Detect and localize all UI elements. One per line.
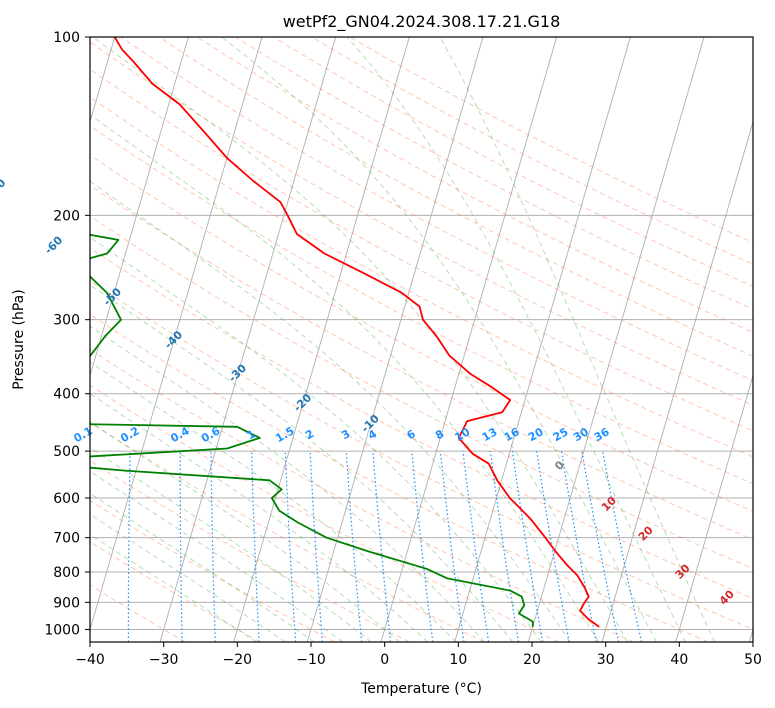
mixing-ratio-lines <box>127 450 643 642</box>
mixing-ratio-line <box>439 451 465 642</box>
dewpoint-profile-line <box>90 233 534 627</box>
mixing-ratio-line <box>581 450 620 642</box>
mixing-ratio-line <box>560 451 597 642</box>
moist-adiabat-line <box>90 284 514 642</box>
moist-adiabat-line <box>90 114 600 642</box>
x-tick-label: 30 <box>597 652 615 668</box>
x-tick-label: 0 <box>380 652 389 668</box>
isotherm-line <box>675 374 753 642</box>
dry-adiabat-line <box>90 184 753 541</box>
dry-adiabat-line <box>90 384 559 642</box>
moist-adiabat-line <box>90 325 485 642</box>
y-axis-title: Pressure (hPa) <box>11 289 27 389</box>
mixing-ratio-line <box>489 451 520 642</box>
y-tick-label: 400 <box>53 387 80 403</box>
moist-adiabat-line <box>439 37 716 642</box>
moist-adiabats <box>90 37 716 642</box>
x-axis: −40 −30 −20 −10 0 10 20 30 40 50 <box>75 642 762 668</box>
moist-adiabat-line <box>92 37 628 642</box>
mixing-ratio-line <box>462 451 490 642</box>
dry-adiabat-line <box>90 215 753 570</box>
isotherm-line <box>90 37 263 632</box>
moist-adiabat-line <box>90 447 372 642</box>
y-axis: 100 200 300 400 500 600 700 800 900 1000 <box>44 30 90 638</box>
plot-area <box>90 37 753 642</box>
y-tick-label: 500 <box>53 444 80 460</box>
y-tick-label: 200 <box>53 208 80 224</box>
dry-adiabat-line <box>90 41 753 406</box>
x-tick-label: −20 <box>223 652 253 668</box>
plot-frame <box>89 36 754 643</box>
moist-adiabat-line <box>346 37 686 642</box>
isotherm-line <box>601 120 753 642</box>
chart-title: wetPf2_GN04.2024.308.17.21.G18 <box>283 12 561 32</box>
dry-adiabat-line <box>90 247 753 600</box>
x-tick-label: −10 <box>296 652 326 668</box>
y-tick-label: 900 <box>53 595 80 611</box>
isotherm-line <box>90 37 189 378</box>
dry-adiabat-line <box>235 37 753 310</box>
dry-adiabat-line <box>349 37 753 244</box>
x-tick-label: −40 <box>75 652 105 668</box>
x-tick-label: 20 <box>523 652 541 668</box>
moist-adiabat-line <box>90 236 542 642</box>
moist-adiabat-line <box>90 392 429 642</box>
moist-adiabat-line <box>90 513 286 642</box>
y-tick-label: 700 <box>53 531 80 547</box>
isotherm-line <box>159 37 337 642</box>
dry-adiabat-line <box>158 37 753 357</box>
isotherm-line <box>380 37 558 642</box>
y-tick-label: 300 <box>53 313 80 329</box>
isotherm-line <box>233 37 410 642</box>
mixing-ratio-line <box>411 451 434 642</box>
x-tick-label: 40 <box>670 652 688 668</box>
x-tick-label: −30 <box>149 652 179 668</box>
mixing-ratio-line <box>511 451 544 642</box>
y-tick-label: 800 <box>53 565 80 581</box>
mixing-ratio-line <box>602 450 643 642</box>
y-tick-label: 600 <box>53 491 80 507</box>
temperature-profile-line <box>113 37 600 628</box>
moist-adiabat-line <box>221 37 657 642</box>
isobar-gridlines <box>90 37 753 630</box>
isotherm-line <box>527 37 705 642</box>
moist-adiabat-line <box>90 421 400 642</box>
x-tick-label: 50 <box>744 652 762 668</box>
sounding-series <box>90 37 600 628</box>
y-tick-label: 1000 <box>44 622 80 638</box>
moist-adiabat-line <box>90 492 315 642</box>
moist-adiabat-line <box>90 180 571 642</box>
dry-adiabat-line <box>90 68 753 432</box>
y-tick-label: 100 <box>53 30 80 46</box>
x-axis-title: Temperature (°C) <box>360 681 482 697</box>
dry-adiabat-line <box>196 37 753 333</box>
dry-adiabat-line <box>90 280 753 630</box>
dry-adiabat-line <box>90 154 753 512</box>
isotherm-line <box>454 37 631 642</box>
dry-adiabat-line <box>311 37 753 265</box>
x-tick-label: 10 <box>449 652 467 668</box>
dry-adiabat-line <box>120 37 753 381</box>
dry-adiabat-label: -70 <box>0 176 9 199</box>
